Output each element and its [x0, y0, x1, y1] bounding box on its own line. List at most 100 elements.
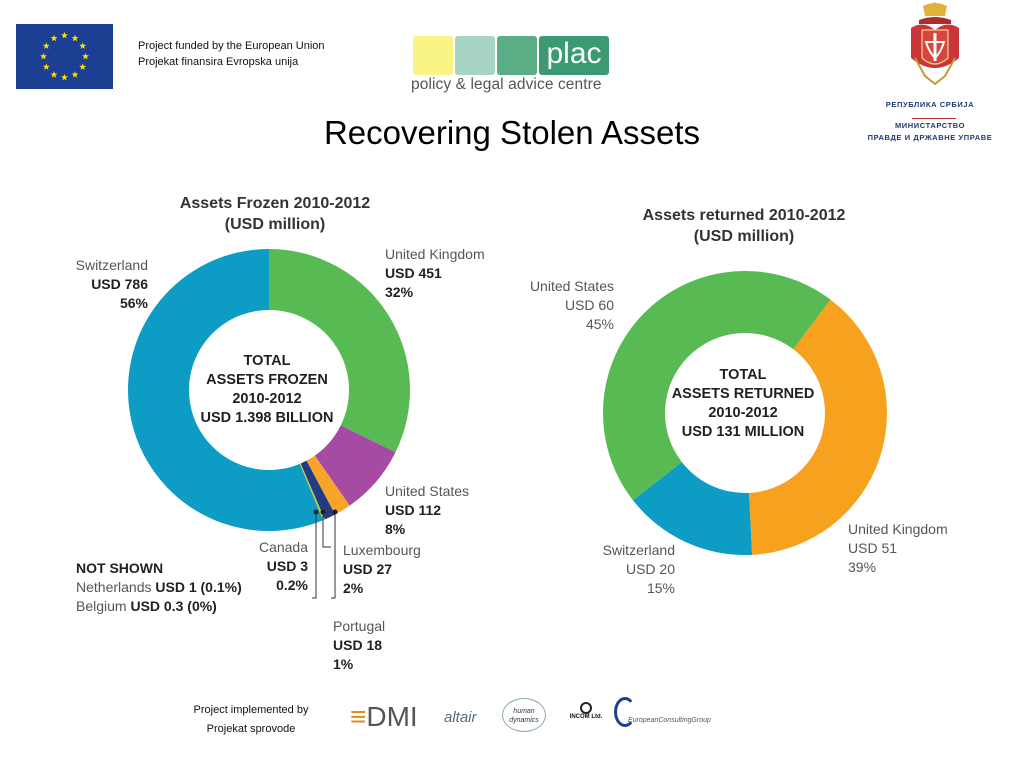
frozen-chart-title-main: Assets Frozen 2010-2012 — [179, 195, 371, 212]
returned-center-text: TOTAL ASSETS RETURNED 2010-2012 USD 131 … — [667, 366, 819, 442]
frozen-slice-united-states — [314, 425, 396, 506]
frozen-label-canada: Canada USD 3 0.2% — [230, 538, 308, 595]
returned-center-line-1: TOTAL — [719, 367, 767, 383]
frozen-label-luxembourg-value: USD 27 — [343, 561, 393, 577]
returned-label-us-name: United States — [529, 278, 614, 294]
frozen-label-us-name: United States — [385, 483, 470, 499]
not-shown-belgium-value: USD 0.3 (0%) — [130, 598, 217, 614]
eu-star — [61, 31, 68, 39]
luxembourg-leader-dot — [320, 509, 326, 515]
returned-center-line-3: 2010-2012 — [708, 405, 778, 421]
frozen-label-portugal-name: Portugal — [333, 618, 386, 634]
returned-center-line-2: ASSETS RETURNED — [671, 386, 815, 402]
frozen-label-luxembourg: Luxembourg USD 27 2% — [343, 541, 421, 598]
frozen-label-uk-pct: 32% — [385, 284, 414, 300]
frozen-slice-portugal — [300, 460, 336, 520]
plac-logo-abbr: plac — [539, 36, 609, 75]
frozen-not-shown: NOT SHOWN Netherlands USD 1 (0.1%) Belgi… — [76, 559, 242, 616]
returned-chart-subtitle: (USD million) — [693, 228, 795, 245]
frozen-leader-lines — [312, 512, 336, 599]
frozen-label-portugal-pct: 1% — [333, 656, 354, 672]
not-shown-heading: NOT SHOWN — [76, 560, 164, 576]
frozen-chart-title: Assets Frozen 2010-2012 (USD million) — [155, 193, 395, 235]
serbia-republic-label: РЕПУБЛИКА СРБИЈА — [885, 100, 975, 109]
eu-star — [40, 52, 47, 60]
eu-star — [50, 71, 58, 78]
frozen-label-us-value: USD 112 — [385, 502, 442, 518]
not-shown-netherlands-value: USD 1 (0.1%) — [155, 579, 242, 595]
frozen-label-switzerland-name: Switzerland — [75, 257, 148, 273]
frozen-slice-luxembourg — [306, 455, 350, 515]
partner-logo-ecg: EuropeanConsultingGroup — [614, 697, 711, 731]
plac-logo-block-green — [497, 36, 537, 75]
frozen-label-luxembourg-pct: 2% — [343, 580, 364, 596]
returned-label-us-value: USD 60 — [564, 297, 614, 313]
implemented-note-sr: Projekat sprovode — [206, 723, 296, 735]
returned-label-uk: United Kingdom USD 51 39% — [848, 520, 948, 577]
ministry-divider — [912, 118, 956, 119]
frozen-center-line-2: ASSETS FROZEN — [206, 372, 328, 388]
implemented-note: Project implemented by Projekat sprovode — [176, 701, 326, 739]
eu-flag — [16, 24, 113, 89]
frozen-label-canada-name: Canada — [258, 539, 308, 555]
frozen-label-switzerland-pct: 56% — [119, 295, 148, 311]
frozen-center-line-4: USD 1.398 BILLION — [200, 410, 334, 426]
funding-note-sr: Projekat finansira Evropska unija — [138, 56, 299, 68]
partner-logo-incom: INCOM Ltd. — [565, 702, 607, 720]
returned-label-switzerland: Switzerland USD 20 15% — [575, 541, 675, 598]
eu-star — [79, 63, 87, 70]
eu-star — [61, 73, 68, 81]
frozen-label-portugal: Portugal USD 18 1% — [333, 617, 385, 674]
frozen-label-us-pct: 8% — [385, 521, 406, 537]
frozen-label-canada-value: USD 3 — [266, 558, 308, 574]
frozen-label-switzerland: Switzerland USD 786 56% — [48, 256, 148, 313]
eu-star — [42, 63, 50, 70]
partner-logo-human-dynamics: human dynamics — [502, 698, 546, 732]
eu-star — [71, 71, 79, 78]
portugal-leader-line — [331, 512, 336, 599]
luxembourg-leader-line — [322, 512, 331, 548]
canada-leader-line — [312, 512, 317, 599]
frozen-label-luxembourg-name: Luxembourg — [343, 542, 421, 558]
serbia-coat-of-arms-icon — [905, 2, 965, 88]
frozen-label-uk: United Kingdom USD 451 32% — [385, 245, 485, 302]
eu-star — [79, 42, 87, 49]
returned-label-switzerland-name: Switzerland — [602, 542, 675, 558]
frozen-slice-canada — [299, 463, 325, 521]
frozen-label-us: United States USD 112 8% — [385, 482, 469, 539]
partner-logo-altair: altair — [444, 709, 477, 726]
returned-label-uk-pct: 39% — [848, 559, 877, 575]
eu-star — [50, 34, 58, 42]
eu-star — [42, 42, 50, 49]
slide-title: Recovering Stolen Assets — [323, 114, 701, 151]
returned-chart-title: Assets returned 2010-2012 (USD million) — [624, 205, 864, 247]
not-shown-netherlands-name: Netherlands — [76, 579, 152, 595]
eu-star — [82, 52, 89, 60]
plac-logo: plac — [410, 34, 620, 100]
returned-label-us-pct: 45% — [585, 316, 614, 332]
implemented-note-en: Project implemented by — [193, 704, 309, 716]
returned-center-line-4: USD 131 MILLION — [681, 424, 805, 440]
ministry-dept-label: ПРАВДЕ И ДРЖАВНЕ УПРАВЕ — [867, 133, 993, 142]
funding-note: Project funded by the European Union Pro… — [138, 38, 325, 70]
frozen-center-line-3: 2010-2012 — [232, 391, 302, 407]
eu-star — [71, 34, 79, 42]
ministry-label: МИНИСТАРСТВО — [894, 121, 966, 130]
frozen-slice-united-kingdom — [269, 249, 410, 453]
funding-note-en: Project funded by the European Union — [138, 40, 325, 52]
returned-label-switzerland-pct: 15% — [646, 580, 675, 596]
returned-label-us: United States USD 60 45% — [500, 277, 614, 334]
canada-leader-dot — [313, 509, 319, 515]
returned-chart-title-main: Assets returned 2010-2012 — [642, 207, 846, 224]
frozen-label-uk-value: USD 451 — [385, 265, 442, 281]
plac-tagline: policy & legal advice centre — [411, 76, 602, 93]
frozen-label-portugal-value: USD 18 — [333, 637, 383, 653]
eu-stars-icon — [40, 31, 89, 81]
returned-label-uk-name: United Kingdom — [848, 521, 948, 537]
plac-logo-block-mint — [455, 36, 495, 75]
returned-label-uk-value: USD 51 — [848, 540, 898, 556]
frozen-label-canada-pct: 0.2% — [276, 577, 308, 593]
dmi-mark-icon: ≡ — [350, 701, 367, 732]
frozen-center-line-1: TOTAL — [243, 353, 291, 369]
